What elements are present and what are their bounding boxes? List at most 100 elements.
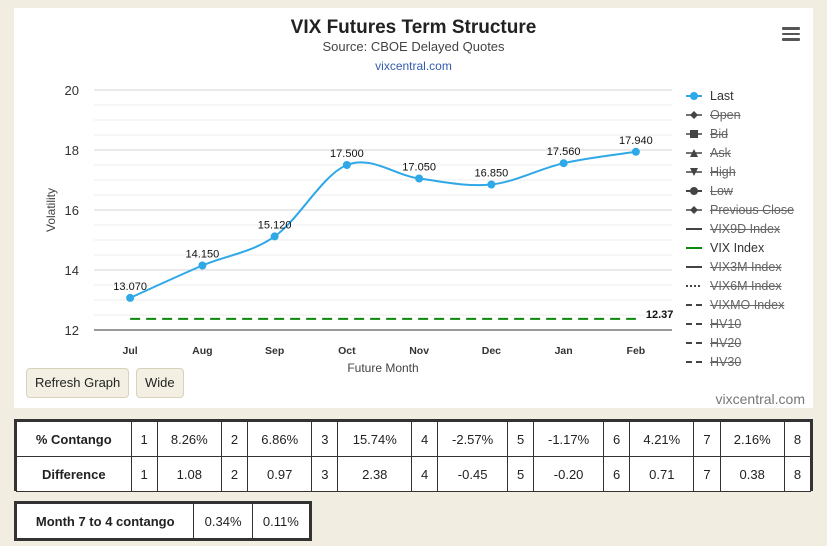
- table-cell: 6: [603, 456, 631, 492]
- table-cell: -0.20: [533, 456, 605, 492]
- legend-label: Bid: [710, 126, 729, 141]
- legend-item[interactable]: Previous Close: [686, 200, 794, 219]
- legend-symbol-icon: [686, 148, 702, 157]
- table-cell: 2.38: [337, 456, 413, 492]
- legend-label: Low: [710, 183, 733, 198]
- data-point: [198, 261, 207, 270]
- table-cell: 3: [311, 456, 339, 492]
- legend-label: HV20: [710, 335, 742, 350]
- table-cell: 2: [220, 456, 249, 492]
- legend-symbol-icon: [686, 284, 702, 287]
- legend-item[interactable]: Open: [686, 105, 794, 124]
- y-axis-label: Volatility: [44, 188, 58, 232]
- legend-symbol-icon: [686, 205, 702, 214]
- data-point: [559, 159, 568, 168]
- table-cell: 5: [507, 456, 535, 492]
- data-point: [342, 161, 351, 169]
- x-tick-label: Feb: [627, 345, 646, 357]
- table-cell: 0.38: [719, 456, 785, 492]
- vix-index-data-label: 12.37: [646, 309, 674, 321]
- legend-item[interactable]: VIX6M Index: [686, 276, 794, 295]
- legend-item[interactable]: Low: [686, 181, 794, 200]
- legend-item[interactable]: VIX9D Index: [686, 219, 794, 238]
- data-label: 17.560: [547, 146, 581, 158]
- legend-item[interactable]: VIX Index: [686, 238, 794, 257]
- table-cell: 2.16%: [719, 421, 785, 457]
- legend-symbol-icon: [686, 246, 702, 249]
- credit-link[interactable]: vixcentral.com: [715, 391, 805, 407]
- legend-label: Last: [710, 88, 734, 103]
- legend-symbol-icon: [686, 341, 702, 344]
- table-cell: -1.17%: [533, 421, 605, 457]
- table-cell: 0.71: [629, 456, 695, 492]
- legend-label: High: [710, 164, 736, 179]
- legend-symbol-icon: [686, 167, 702, 176]
- data-label: 17.500: [330, 148, 364, 160]
- data-label: 15.120: [258, 219, 292, 231]
- table-cell: 2: [220, 421, 249, 457]
- legend-symbol-icon: [686, 110, 702, 119]
- table-cell: 1: [130, 421, 158, 457]
- table-cell-label: Difference: [16, 456, 132, 492]
- table-cell: 0.97: [247, 456, 313, 492]
- table-cell: 1: [130, 456, 158, 492]
- table-cell: 0.11%: [251, 503, 311, 539]
- legend-item[interactable]: HV10: [686, 314, 794, 333]
- x-tick-label: Oct: [338, 345, 356, 357]
- legend-label: Previous Close: [710, 202, 795, 217]
- table-cell: 4.21%: [629, 421, 695, 457]
- legend-symbol-icon: [686, 227, 702, 230]
- x-tick-label: Nov: [409, 345, 429, 357]
- table-cell: 7: [693, 456, 721, 492]
- table-cell: 7: [693, 421, 721, 457]
- table-cell: 0.34%: [193, 503, 253, 539]
- table-cell: -0.45: [437, 456, 509, 492]
- y-tick-label: 12: [65, 323, 79, 338]
- table-cell: 5: [507, 421, 535, 457]
- table-cell: -2.57%: [437, 421, 509, 457]
- table-cell: 1.08: [156, 456, 222, 492]
- legend-symbol-icon: [686, 186, 702, 195]
- legend-item[interactable]: High: [686, 162, 794, 181]
- x-axis-label: Future Month: [347, 361, 418, 375]
- refresh-graph-button[interactable]: Refresh Graph: [26, 368, 130, 398]
- x-tick-label: Jul: [123, 345, 138, 357]
- legend-label: Open: [710, 107, 741, 122]
- legend-item[interactable]: Bid: [686, 124, 794, 143]
- table-cell: 8: [783, 421, 812, 457]
- x-tick-label: Aug: [192, 345, 212, 357]
- x-tick-label: Dec: [482, 345, 501, 357]
- term-structure-chart: 12 14 16 18 20 Jul Aug Sep Oct Nov Dec Jan Feb Future…: [44, 83, 674, 375]
- table-cell: 8.26%: [156, 421, 222, 457]
- data-point: [415, 174, 424, 183]
- data-label: 16.850: [475, 168, 509, 180]
- y-tick-label: 14: [65, 263, 79, 278]
- legend-symbol-icon: [686, 129, 702, 138]
- data-point: [126, 293, 135, 302]
- data-label: 13.070: [113, 281, 147, 293]
- legend-item[interactable]: HV20: [686, 333, 794, 352]
- x-tick-label: Sep: [265, 345, 284, 357]
- legend-item[interactable]: Last: [686, 86, 794, 105]
- legend-label: VIX3M Index: [710, 259, 782, 274]
- data-label: 14.150: [186, 249, 220, 261]
- data-point: [631, 147, 640, 156]
- month-contango-table: Month 7 to 4 contango 0.34% 0.11%: [15, 503, 311, 539]
- hamburger-menu-icon[interactable]: [782, 27, 800, 41]
- table-cell: 3: [311, 421, 339, 457]
- chart-subtitle: Source: CBOE Delayed Quotes: [322, 39, 505, 54]
- y-tick-label: 16: [65, 203, 79, 218]
- legend-symbol-icon: [686, 360, 702, 363]
- legend-item[interactable]: VIX3M Index: [686, 257, 794, 276]
- data-point: [487, 180, 496, 189]
- last-series-line: [129, 150, 637, 299]
- legend-item[interactable]: Ask: [686, 143, 794, 162]
- legend-label: HV10: [710, 316, 742, 331]
- table-row: % Contango 1 8.26% 2 6.86% 3 15.74% 4 -2.57% 5 -1.…: [16, 421, 812, 457]
- wide-button[interactable]: Wide: [136, 368, 184, 398]
- legend-item[interactable]: VIXMO Index: [686, 295, 794, 314]
- table-cell: 15.74%: [337, 421, 413, 457]
- legend-symbol-icon: [686, 303, 702, 306]
- source-link[interactable]: vixcentral.com: [375, 59, 452, 73]
- legend-item[interactable]: HV30: [686, 352, 794, 371]
